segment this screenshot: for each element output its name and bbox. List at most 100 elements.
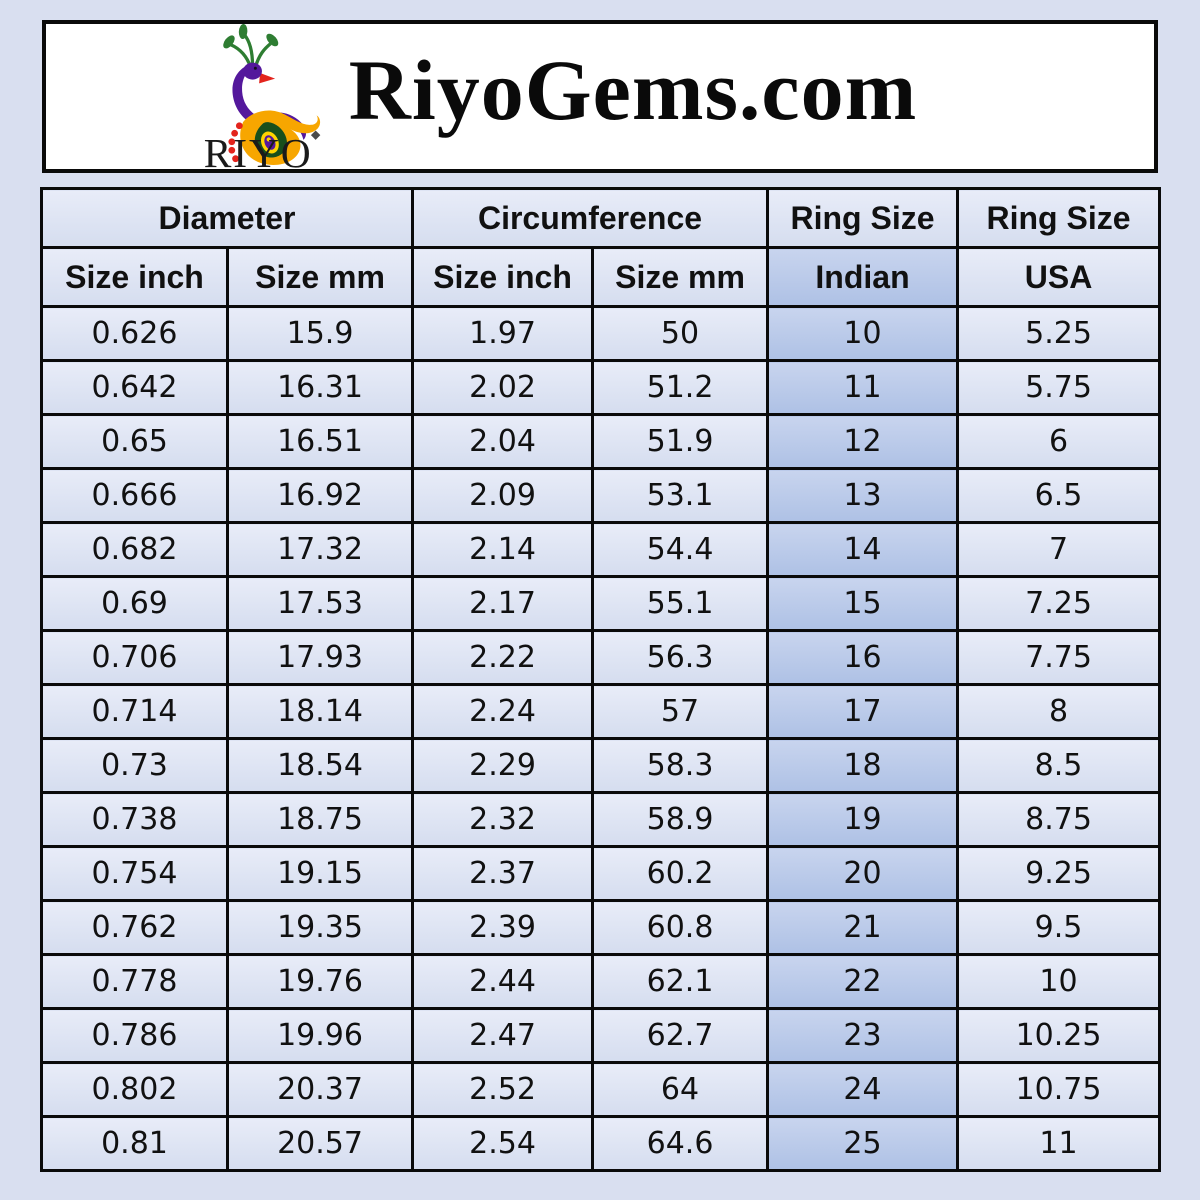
cell-diameter-size-inch: 0.73 <box>40 737 229 794</box>
table-row: 0.65 16.51 2.04 51.9 12 6 <box>40 413 1162 470</box>
cell-ring-size-indian: 25 <box>766 1115 960 1172</box>
cell-diameter-size-mm: 18.75 <box>225 791 415 848</box>
cell-ring-size-usa: 10.25 <box>956 1007 1162 1064</box>
cell-circumference-size-inch: 2.32 <box>411 791 595 848</box>
cell-ring-size-indian: 23 <box>766 1007 960 1064</box>
cell-ring-size-usa: 5.25 <box>956 305 1162 362</box>
cell-diameter-size-inch: 0.642 <box>40 359 229 416</box>
table-header: Diameter Circumference Ring Size Ring Si… <box>39 187 1162 308</box>
cell-circumference-size-inch: 2.22 <box>411 629 595 686</box>
cell-ring-size-usa: 8.75 <box>956 791 1162 848</box>
cell-diameter-size-mm: 16.51 <box>225 413 415 470</box>
cell-diameter-size-inch: 0.65 <box>40 413 229 470</box>
cell-diameter-size-mm: 16.31 <box>225 359 415 416</box>
cell-circumference-size-inch: 2.47 <box>411 1007 595 1064</box>
header-banner: RIYO RiyoGems.com <box>42 20 1158 173</box>
cell-ring-size-usa: 11 <box>956 1115 1162 1172</box>
group-header-circumference: Circumference <box>411 187 770 249</box>
cell-ring-size-indian: 17 <box>766 683 960 740</box>
cell-diameter-size-inch: 0.754 <box>40 845 229 902</box>
cell-circumference-size-inch: 2.37 <box>411 845 595 902</box>
cell-diameter-size-inch: 0.666 <box>40 467 229 524</box>
table-row: 0.626 15.9 1.97 50 10 5.25 <box>40 305 1162 362</box>
table-row: 0.738 18.75 2.32 58.9 19 8.75 <box>40 791 1162 848</box>
cell-diameter-size-mm: 15.9 <box>225 305 415 362</box>
cell-ring-size-indian: 13 <box>766 467 960 524</box>
cell-ring-size-indian: 20 <box>766 845 960 902</box>
cell-ring-size-usa: 6.5 <box>956 467 1162 524</box>
cell-ring-size-indian: 24 <box>766 1061 960 1118</box>
cell-diameter-size-inch: 0.626 <box>40 305 229 362</box>
cell-ring-size-indian: 11 <box>766 359 960 416</box>
cell-ring-size-usa: 7 <box>956 521 1162 578</box>
table-row: 0.81 20.57 2.54 64.6 25 11 <box>40 1115 1162 1172</box>
cell-circumference-size-mm: 64 <box>591 1061 770 1118</box>
cell-diameter-size-inch: 0.682 <box>40 521 229 578</box>
cell-diameter-size-mm: 19.35 <box>225 899 415 956</box>
cell-ring-size-usa: 7.25 <box>956 575 1162 632</box>
cell-circumference-size-mm: 60.8 <box>591 899 770 956</box>
table-row: 0.666 16.92 2.09 53.1 13 6.5 <box>40 467 1162 524</box>
group-header-ring-size-usa: Ring Size <box>956 187 1162 249</box>
cell-circumference-size-inch: 1.97 <box>411 305 595 362</box>
cell-ring-size-indian: 18 <box>766 737 960 794</box>
cell-circumference-size-inch: 2.29 <box>411 737 595 794</box>
ring-size-table: Diameter Circumference Ring Size Ring Si… <box>39 187 1162 1172</box>
group-header-diameter: Diameter <box>39 187 415 249</box>
site-title: RiyoGems.com <box>348 41 918 138</box>
table-row: 0.754 19.15 2.37 60.2 20 9.25 <box>40 845 1162 902</box>
cell-circumference-size-mm: 51.9 <box>591 413 770 470</box>
cell-circumference-size-inch: 2.04 <box>411 413 595 470</box>
cell-ring-size-usa: 8 <box>956 683 1162 740</box>
cell-ring-size-indian: 22 <box>766 953 960 1010</box>
cell-diameter-size-inch: 0.778 <box>40 953 229 1010</box>
cell-circumference-size-mm: 58.9 <box>591 791 770 848</box>
cell-ring-size-usa: 7.75 <box>956 629 1162 686</box>
cell-ring-size-indian: 12 <box>766 413 960 470</box>
cell-circumference-size-mm: 60.2 <box>591 845 770 902</box>
table-row: 0.714 18.14 2.24 57 17 8 <box>40 683 1162 740</box>
table-row: 0.682 17.32 2.14 54.4 14 7 <box>40 521 1162 578</box>
cell-diameter-size-mm: 20.37 <box>225 1061 415 1118</box>
cell-ring-size-usa: 9.25 <box>956 845 1162 902</box>
table-row: 0.706 17.93 2.22 56.3 16 7.75 <box>40 629 1162 686</box>
cell-diameter-size-inch: 0.786 <box>40 1007 229 1064</box>
table-row: 0.778 19.76 2.44 62.1 22 10 <box>40 953 1162 1010</box>
cell-ring-size-usa: 9.5 <box>956 899 1162 956</box>
cell-diameter-size-mm: 16.92 <box>225 467 415 524</box>
cell-circumference-size-mm: 51.2 <box>591 359 770 416</box>
cell-circumference-size-inch: 2.54 <box>411 1115 595 1172</box>
table-row: 0.786 19.96 2.47 62.7 23 10.25 <box>40 1007 1162 1064</box>
peacock-dots-icon <box>228 121 243 162</box>
cell-ring-size-usa: 10 <box>956 953 1162 1010</box>
header-content: RIYO RiyoGems.com <box>187 23 918 170</box>
column-header-diameter-size-inch: Size inch <box>40 246 229 308</box>
cell-ring-size-usa: 5.75 <box>956 359 1162 416</box>
cell-diameter-size-mm: 19.15 <box>225 845 415 902</box>
cell-circumference-size-mm: 62.1 <box>591 953 770 1010</box>
table-row: 0.69 17.53 2.17 55.1 15 7.25 <box>40 575 1162 632</box>
cell-circumference-size-inch: 2.52 <box>411 1061 595 1118</box>
cell-diameter-size-mm: 20.57 <box>225 1115 415 1172</box>
cell-circumference-size-inch: 2.02 <box>411 359 595 416</box>
cell-diameter-size-inch: 0.714 <box>40 683 229 740</box>
cell-ring-size-indian: 19 <box>766 791 960 848</box>
table-row: 0.73 18.54 2.29 58.3 18 8.5 <box>40 737 1162 794</box>
column-header-circumference-size-mm: Size mm <box>591 246 770 308</box>
column-header-usa: USA <box>956 246 1162 308</box>
riyo-peacock-logo: RIYO <box>204 23 321 170</box>
table-body: 0.626 15.9 1.97 50 10 5.25 0.642 16.31 2.02 51.2 1… <box>40 305 1162 1172</box>
cell-ring-size-indian: 10 <box>766 305 960 362</box>
cell-diameter-size-inch: 0.69 <box>40 575 229 632</box>
cell-diameter-size-mm: 19.96 <box>225 1007 415 1064</box>
cell-circumference-size-mm: 62.7 <box>591 1007 770 1064</box>
table-row: 0.642 16.31 2.02 51.2 11 5.75 <box>40 359 1162 416</box>
peacock-crest-icon <box>223 23 278 68</box>
cell-circumference-size-mm: 56.3 <box>591 629 770 686</box>
cell-diameter-size-mm: 17.32 <box>225 521 415 578</box>
cell-circumference-size-inch: 2.17 <box>411 575 595 632</box>
cell-diameter-size-inch: 0.802 <box>40 1061 229 1118</box>
cell-circumference-size-mm: 50 <box>591 305 770 362</box>
table-row: 0.802 20.37 2.52 64 24 10.75 <box>40 1061 1162 1118</box>
